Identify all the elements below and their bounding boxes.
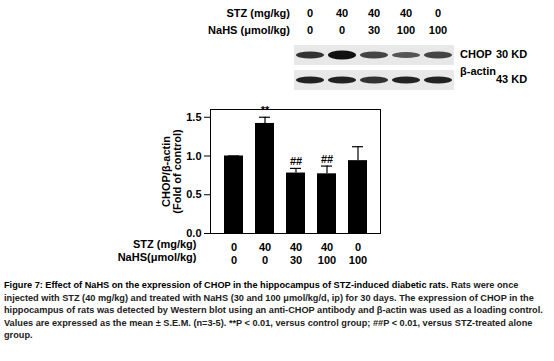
svg-text:40: 40 — [259, 241, 271, 253]
svg-text:0: 0 — [435, 7, 441, 19]
svg-text:40: 40 — [400, 7, 412, 19]
svg-text:100: 100 — [349, 254, 367, 266]
svg-text:STZ (mg/kg): STZ (mg/kg) — [226, 7, 290, 19]
svg-text:43 KD: 43 KD — [496, 73, 527, 85]
svg-text:30: 30 — [368, 24, 380, 36]
html-text:Figure 7: Effect of NaHS on th: Figure 7: Effect of NaHS on the expressi… — [4, 280, 543, 340]
svg-text:0: 0 — [231, 241, 237, 253]
svg-text:0: 0 — [355, 241, 361, 253]
svg-text:0: 0 — [339, 24, 345, 36]
svg-text:40: 40 — [336, 7, 348, 19]
svg-text:1.5: 1.5 — [186, 111, 201, 123]
svg-text:40: 40 — [368, 7, 380, 19]
svg-text:0: 0 — [262, 254, 268, 266]
svg-text:##: ## — [290, 155, 302, 167]
svg-text:0: 0 — [231, 254, 237, 266]
svg-text:30: 30 — [290, 254, 302, 266]
svg-text:CHOP/β-actin(Fold of control): CHOP/β-actin(Fold of control) — [160, 129, 183, 214]
svg-text:STZ (mg/kg): STZ (mg/kg) — [133, 238, 197, 250]
svg-text:0.5: 0.5 — [186, 188, 201, 200]
svg-text:0.0: 0.0 — [186, 227, 202, 239]
svg-text:CHOP: CHOP — [460, 48, 492, 60]
svg-text:1.0: 1.0 — [186, 150, 201, 162]
svg-text:0: 0 — [307, 7, 313, 19]
svg-text:100: 100 — [397, 24, 415, 36]
svg-text:NaHS (μmol/kg): NaHS (μmol/kg) — [208, 24, 290, 36]
svg-text:NaHS(μmol/kg): NaHS(μmol/kg) — [118, 251, 197, 263]
svg-text:100: 100 — [429, 24, 447, 36]
svg-text:40: 40 — [290, 241, 302, 253]
svg-text:0: 0 — [307, 24, 313, 36]
svg-text:##: ## — [321, 153, 333, 165]
svg-text:40: 40 — [321, 241, 333, 253]
svg-text:β-actin: β-actin — [460, 65, 496, 77]
svg-text:30 KD: 30 KD — [496, 48, 527, 60]
svg-text:100: 100 — [318, 254, 336, 266]
